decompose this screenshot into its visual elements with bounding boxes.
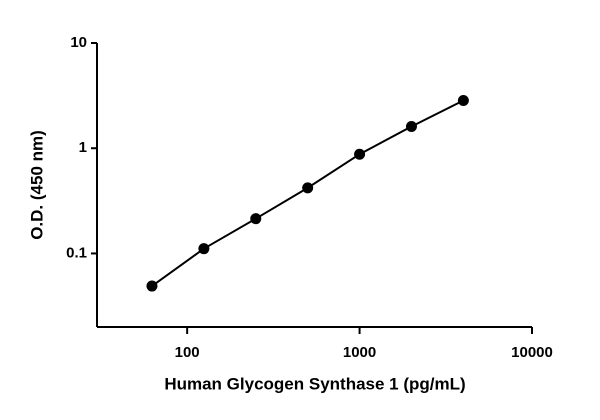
data-point xyxy=(250,213,262,225)
data-point xyxy=(198,243,210,255)
data-point xyxy=(302,182,314,194)
x-tick-label: 1000 xyxy=(343,344,376,361)
data-point xyxy=(146,280,158,292)
y-tick-label: 0.1 xyxy=(66,244,87,261)
y-tick-label: 10 xyxy=(70,34,87,51)
data-point xyxy=(354,148,366,160)
data-point xyxy=(457,95,469,107)
x-axis-title: Human Glycogen Synthase 1 (pg/mL) xyxy=(164,374,465,393)
x-tick-label: 100 xyxy=(175,344,200,361)
y-axis-title: O.D. (450 nm) xyxy=(27,130,46,240)
y-tick-label: 1 xyxy=(79,139,87,156)
x-tick-label: 10000 xyxy=(511,344,553,361)
data-point xyxy=(405,120,417,132)
